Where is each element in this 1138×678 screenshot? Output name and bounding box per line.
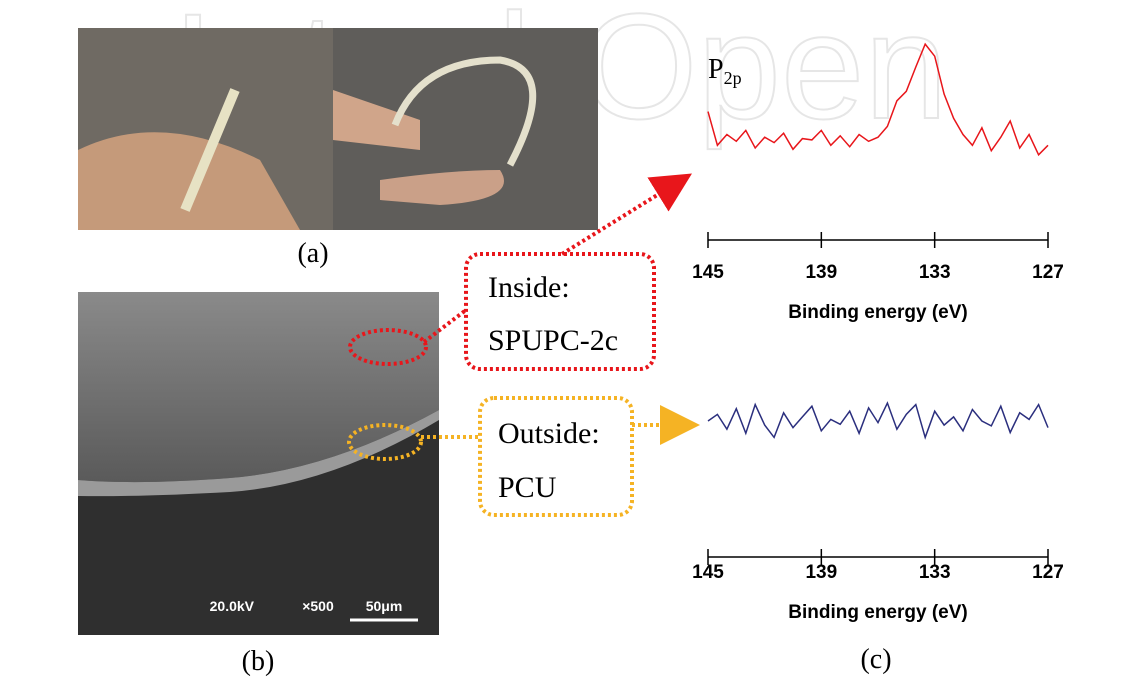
finger — [333, 90, 420, 150]
x-tick-label: 139 — [805, 262, 837, 283]
x-tick-label: 133 — [919, 262, 951, 283]
panel-label: (b) — [242, 646, 275, 677]
arrow — [560, 173, 693, 256]
x-axis-label: Binding energy (eV) — [788, 602, 967, 623]
inside-box — [464, 252, 656, 371]
x-tick-label: 145 — [692, 562, 724, 583]
callout-text: Outside: — [498, 417, 600, 450]
spectrum-line — [707, 401, 1049, 440]
x-axis-label: Binding energy (eV) — [788, 302, 967, 323]
sem-scale-label: 50μm — [366, 598, 403, 614]
x-tick-label: 139 — [805, 562, 837, 583]
sem-region — [78, 292, 439, 483]
callout-text: Inside: — [488, 271, 570, 304]
x-tick-label: 145 — [692, 262, 724, 283]
callout-text: PCU — [498, 471, 557, 504]
tube — [391, 56, 537, 167]
hand — [78, 132, 300, 230]
sem-edge — [78, 410, 439, 497]
x-tick-label: 133 — [919, 562, 951, 583]
x-tick-label: 127 — [1032, 262, 1064, 283]
outside-marker — [347, 423, 423, 461]
inside-marker — [348, 328, 428, 366]
panel-label: (a) — [297, 238, 328, 269]
tube — [180, 88, 240, 212]
panel-label: (c) — [860, 644, 891, 675]
connector — [422, 308, 468, 344]
sem-magnification: ×500 — [302, 598, 334, 614]
spectrum-line — [707, 42, 1049, 157]
callout-text: SPUPC-2c — [488, 324, 618, 357]
sem-voltage: 20.0kV — [210, 598, 255, 614]
spectrum-title: P2p — [708, 54, 742, 88]
outside-box — [478, 396, 634, 517]
x-tick-label: 127 — [1032, 562, 1064, 583]
thumb — [380, 170, 504, 205]
